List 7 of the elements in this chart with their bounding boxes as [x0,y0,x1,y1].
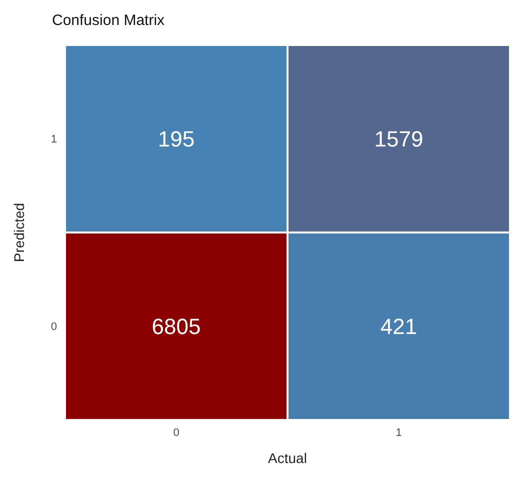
data-label: 195 [158,126,195,152]
data-label: 1579 [374,126,424,152]
data-label: 6805 [152,314,201,340]
data-label: 421 [380,314,418,340]
y-axis-title: Predicted [10,202,27,262]
chart-title: Confusion Matrix [52,12,165,29]
x-axis-title: Actual [268,450,307,466]
